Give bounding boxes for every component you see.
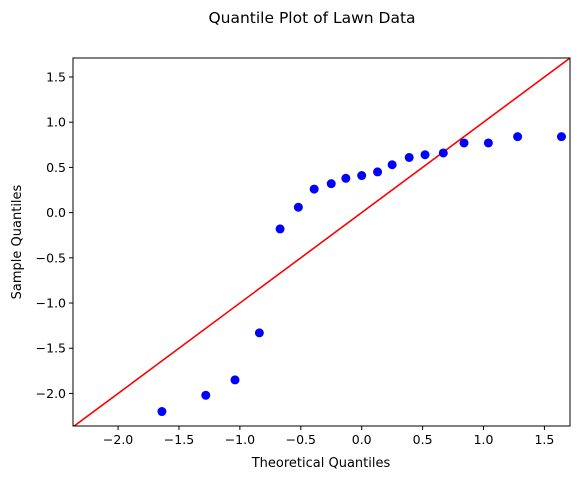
x-tick-label: 1.0: [474, 432, 494, 447]
y-tick-label: −0.5: [36, 250, 66, 265]
y-tick-label: 1.5: [46, 69, 66, 84]
data-point: [438, 148, 448, 158]
data-point: [309, 184, 319, 194]
x-tick-label: −1.5: [164, 432, 194, 447]
data-point: [483, 138, 493, 148]
data-point: [387, 160, 397, 170]
data-point: [420, 150, 430, 160]
plot-frame: [72, 57, 571, 427]
reference-line: [73, 58, 570, 426]
y-axis-ticks: −2.0 −1.5 −1.0 −0.5 0.0 0.5 1.0 1.5: [36, 69, 73, 401]
x-tick-label: 0.5: [413, 432, 433, 447]
y-tick-label: 0.5: [46, 160, 66, 175]
y-tick-label: −1.0: [36, 296, 66, 311]
x-tick-label: 1.5: [534, 432, 554, 447]
data-points-layer: [157, 132, 566, 417]
data-point: [373, 167, 383, 177]
x-tick-label: −1.0: [225, 432, 255, 447]
data-point: [254, 328, 264, 338]
y-tick-label: −2.0: [36, 386, 66, 401]
data-point: [201, 390, 211, 400]
data-point: [326, 179, 336, 189]
data-point: [230, 375, 240, 385]
data-point: [157, 407, 167, 417]
reference-line-layer: [73, 58, 570, 426]
y-tick-label: 1.0: [46, 115, 66, 130]
x-axis-ticks: −2.0 −1.5 −1.0 −0.5 0.0 0.5 1.0 1.5: [103, 426, 554, 447]
data-point: [404, 152, 414, 162]
data-point: [275, 224, 285, 234]
chart-title: Quantile Plot of Lawn Data: [208, 9, 415, 27]
data-point: [357, 171, 367, 181]
data-point: [513, 132, 523, 142]
y-tick-label: 0.0: [46, 205, 66, 220]
y-axis-title: Sample Quantiles: [10, 184, 25, 299]
data-point: [556, 132, 566, 142]
x-axis-title: Theoretical Quantiles: [251, 456, 391, 471]
data-point: [341, 173, 351, 183]
y-tick-label: −1.5: [36, 341, 66, 356]
x-tick-label: 0.0: [352, 432, 372, 447]
data-point: [293, 202, 303, 212]
x-tick-label: −2.0: [103, 432, 133, 447]
x-tick-label: −0.5: [286, 432, 316, 447]
data-point: [459, 138, 469, 148]
